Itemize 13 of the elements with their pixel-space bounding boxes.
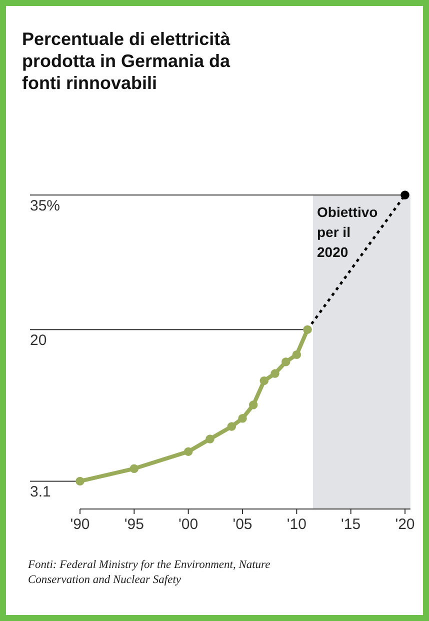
x-tick-label: '90 — [70, 516, 90, 533]
annotation: Obiettivo per il 2020 — [317, 204, 378, 260]
x-tick-label: '00 — [178, 516, 198, 533]
x-tick-label: '05 — [232, 516, 252, 533]
x-tick-label: '95 — [124, 516, 144, 533]
y-tick-label: 3.1 — [30, 484, 51, 501]
y-tick-label: 20 — [30, 332, 47, 349]
x-tick-label: '20 — [395, 516, 415, 533]
x-tick-label: '10 — [286, 516, 306, 533]
y-tick-label: 35% — [30, 197, 60, 214]
x-tick-label: '15 — [341, 516, 361, 533]
text: Fonti: Federal Ministry for the Environment, Nature Conservation and Nuclear Safety — [27, 559, 270, 586]
chart-title: Percentuale di elettricità prodotta in Germania da fonti rinnovabili — [22, 29, 232, 93]
